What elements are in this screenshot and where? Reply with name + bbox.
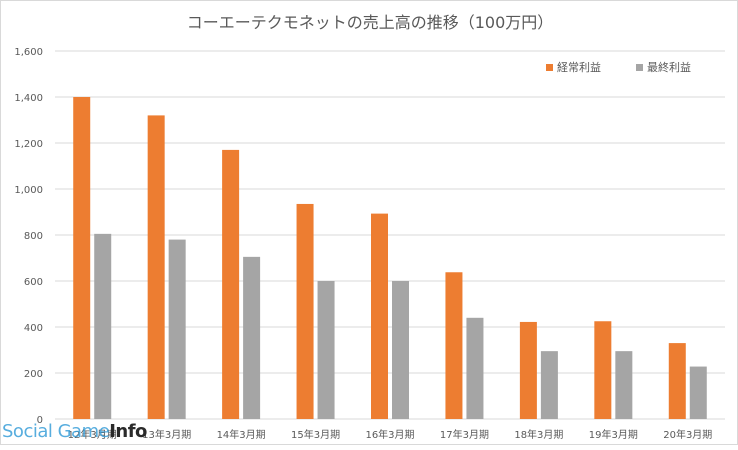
x-tick-label: 20年3月期	[663, 428, 712, 441]
bar-net-profit	[540, 351, 558, 419]
bars	[73, 97, 707, 420]
x-tick-label: 19年3月期	[589, 428, 638, 441]
y-tick-label: 400	[24, 323, 43, 334]
bar-net-profit	[317, 281, 335, 419]
bar-net-profit	[168, 239, 186, 419]
legend-swatch	[546, 64, 553, 71]
bar-ordinary-profit	[594, 321, 612, 419]
legend-label: 最終利益	[647, 60, 691, 74]
y-axis-tick-labels: 0 200 400 600 800 1,000 1,200 1,400 1,600	[14, 47, 43, 426]
y-tick-label: 1,600	[14, 47, 43, 58]
bar-ordinary-profit	[519, 321, 537, 419]
bar-net-profit	[466, 317, 484, 419]
x-tick-label: 14年3月期	[217, 428, 266, 441]
y-tick-label: 1,000	[14, 185, 43, 196]
x-tick-label: 15年3月期	[291, 428, 340, 441]
bar-ordinary-profit	[445, 272, 463, 419]
bar-net-profit	[243, 256, 261, 419]
chart-title: コーエーテクモネットの売上高の推移（100万円）	[187, 13, 554, 32]
bar-ordinary-profit	[371, 213, 388, 419]
x-tick-label: 18年3月期	[514, 428, 563, 441]
x-tick-label: 13年3月期	[142, 428, 191, 441]
y-tick-label: 200	[24, 369, 43, 380]
y-tick-label: 600	[24, 277, 43, 288]
legend-swatch	[636, 64, 643, 71]
x-tick-label: 12年3月期	[68, 428, 117, 441]
legend: 経常利益 最終利益	[546, 60, 691, 74]
x-axis-tick-labels: 12年3月期 13年3月期 14年3月期 15年3月期 16年3月期 17年3月期 18年3…	[68, 428, 713, 441]
bar-net-profit	[615, 351, 633, 419]
bar-ordinary-profit	[147, 115, 165, 420]
bar-ordinary-profit	[73, 97, 91, 419]
y-tick-label: 0	[37, 415, 43, 426]
x-tick-label: 16年3月期	[365, 428, 414, 441]
y-tick-label: 1,400	[14, 93, 43, 104]
y-tick-label: 800	[24, 231, 43, 242]
bar-ordinary-profit	[222, 149, 240, 419]
x-tick-label: 17年3月期	[440, 428, 489, 441]
bar-net-profit	[689, 366, 707, 419]
y-tick-label: 1,200	[14, 139, 43, 150]
legend-label: 経常利益	[557, 60, 601, 74]
bar-net-profit	[94, 233, 112, 419]
bar-ordinary-profit	[296, 203, 314, 419]
bar-net-profit	[392, 281, 409, 419]
bar-ordinary-profit	[668, 343, 686, 419]
gridlines	[55, 50, 725, 420]
